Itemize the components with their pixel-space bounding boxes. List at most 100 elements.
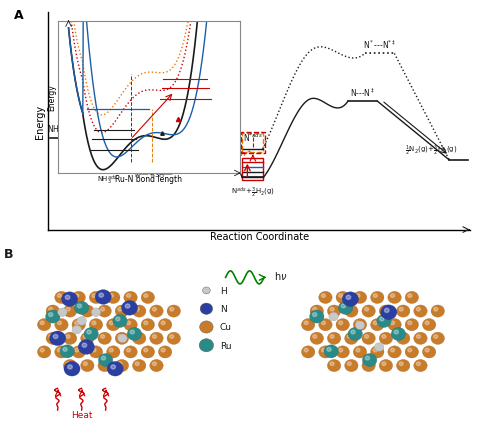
Circle shape <box>339 321 343 325</box>
Circle shape <box>81 332 94 345</box>
Circle shape <box>312 313 317 317</box>
Circle shape <box>434 308 438 311</box>
Circle shape <box>356 349 360 352</box>
Circle shape <box>405 319 419 331</box>
Circle shape <box>365 356 370 360</box>
Circle shape <box>101 356 106 360</box>
Circle shape <box>127 328 142 341</box>
Circle shape <box>170 308 174 311</box>
Circle shape <box>72 326 82 334</box>
Circle shape <box>81 305 94 317</box>
Circle shape <box>53 335 58 339</box>
Circle shape <box>362 332 375 345</box>
Text: $\frac{1}{2}$N$_2$(g)+$\frac{3}{2}$H$_2$(g): $\frac{1}{2}$N$_2$(g)+$\frac{3}{2}$H$_2$… <box>406 144 458 158</box>
Circle shape <box>373 294 377 298</box>
Circle shape <box>422 319 436 331</box>
Circle shape <box>373 349 377 352</box>
Circle shape <box>405 346 419 358</box>
Circle shape <box>63 332 77 345</box>
Circle shape <box>322 349 325 352</box>
Circle shape <box>336 292 349 304</box>
Circle shape <box>356 294 360 298</box>
Circle shape <box>84 328 98 341</box>
Y-axis label: Energy: Energy <box>35 105 45 138</box>
Text: N$^{ads}$+$\frac{3}{2}$H$_2$(g): N$^{ads}$+$\frac{3}{2}$H$_2$(g) <box>231 186 275 200</box>
Circle shape <box>414 305 427 317</box>
Circle shape <box>200 303 213 315</box>
Circle shape <box>99 293 104 298</box>
Circle shape <box>63 305 77 317</box>
Circle shape <box>422 346 436 358</box>
Circle shape <box>60 345 74 358</box>
Circle shape <box>379 360 393 372</box>
Circle shape <box>118 362 122 366</box>
Circle shape <box>301 346 315 358</box>
Circle shape <box>356 321 360 325</box>
Text: N$^*$---N$^{*\ddagger}$: N$^*$---N$^{*\ddagger}$ <box>363 38 396 51</box>
Circle shape <box>203 287 210 294</box>
Circle shape <box>371 292 384 304</box>
Text: N: N <box>220 305 227 313</box>
Circle shape <box>394 330 398 334</box>
Circle shape <box>68 365 72 369</box>
Circle shape <box>72 292 85 304</box>
Circle shape <box>89 319 103 331</box>
Circle shape <box>101 335 105 339</box>
Circle shape <box>101 362 105 366</box>
Circle shape <box>77 317 86 326</box>
Circle shape <box>345 360 358 372</box>
Circle shape <box>388 319 401 331</box>
Circle shape <box>118 334 127 343</box>
Circle shape <box>365 308 369 311</box>
Circle shape <box>379 305 393 317</box>
Circle shape <box>384 309 389 313</box>
Circle shape <box>63 360 77 372</box>
Circle shape <box>72 319 85 331</box>
Circle shape <box>49 308 53 311</box>
Circle shape <box>417 335 420 339</box>
Circle shape <box>161 349 165 352</box>
Circle shape <box>388 346 401 358</box>
Circle shape <box>167 332 180 345</box>
Circle shape <box>153 362 156 366</box>
Circle shape <box>319 346 332 358</box>
Circle shape <box>339 349 343 352</box>
Circle shape <box>391 349 395 352</box>
Circle shape <box>341 304 346 308</box>
Circle shape <box>82 343 87 348</box>
Circle shape <box>66 308 70 311</box>
Circle shape <box>414 332 427 345</box>
Circle shape <box>77 304 82 308</box>
Text: H---H$^\ddagger$: H---H$^\ddagger$ <box>206 123 232 135</box>
Circle shape <box>81 360 94 372</box>
Circle shape <box>346 296 351 300</box>
Circle shape <box>338 302 353 315</box>
Circle shape <box>348 328 362 341</box>
Circle shape <box>75 349 79 352</box>
Circle shape <box>425 349 429 352</box>
X-axis label: Reaction Coordinate: Reaction Coordinate <box>210 231 309 241</box>
Text: B: B <box>4 247 13 260</box>
Circle shape <box>382 308 386 311</box>
Circle shape <box>167 305 180 317</box>
Circle shape <box>98 360 111 372</box>
Text: Ru: Ru <box>220 341 231 350</box>
Circle shape <box>74 302 89 315</box>
Circle shape <box>40 321 44 325</box>
Circle shape <box>365 362 369 366</box>
Circle shape <box>330 335 334 339</box>
Circle shape <box>101 308 105 311</box>
Circle shape <box>355 321 365 330</box>
Circle shape <box>417 308 420 311</box>
Circle shape <box>150 360 163 372</box>
Circle shape <box>135 335 139 339</box>
Circle shape <box>382 335 386 339</box>
Circle shape <box>371 319 384 331</box>
Circle shape <box>351 330 355 334</box>
Circle shape <box>98 305 111 317</box>
Circle shape <box>135 362 139 366</box>
Circle shape <box>310 310 324 323</box>
Circle shape <box>158 319 172 331</box>
Circle shape <box>115 305 129 317</box>
Circle shape <box>61 292 78 307</box>
